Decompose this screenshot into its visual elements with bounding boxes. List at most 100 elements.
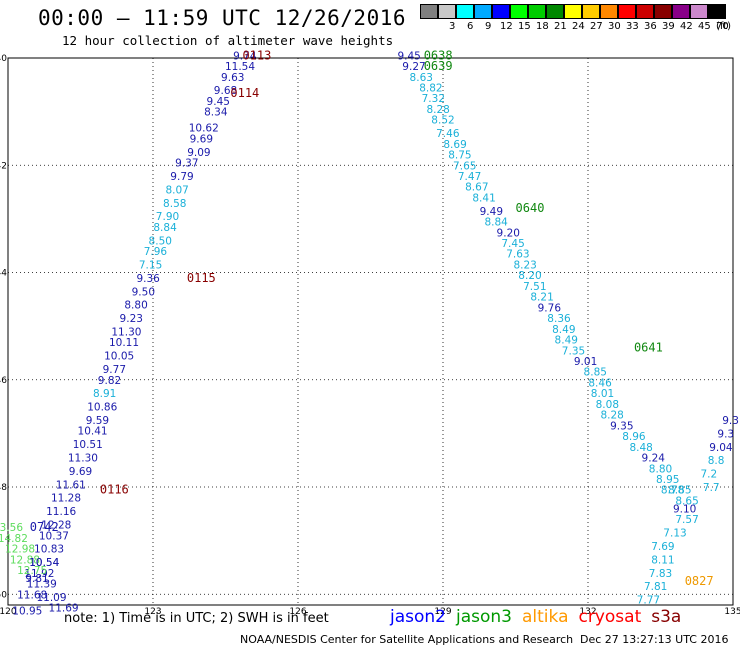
- swh-value: 11.61: [56, 479, 86, 491]
- legend-entry: jason3: [456, 607, 512, 627]
- swh-value: 9.09: [187, 147, 210, 159]
- scale-label: 33: [626, 21, 639, 32]
- swh-value: 9.3: [717, 428, 734, 440]
- scale-label: 21: [554, 21, 567, 32]
- swh-value: 8.78: [661, 485, 684, 497]
- scale-label: 3: [449, 21, 456, 32]
- swh-value: 10.41: [78, 426, 108, 438]
- swh-value: 9.23: [120, 313, 143, 325]
- scale-label: 45: [698, 21, 711, 32]
- swh-value: 11.09: [36, 592, 66, 604]
- swh-value: 8.85: [668, 485, 691, 497]
- pass-label: 0114: [230, 86, 259, 100]
- pass-label: 0827: [685, 574, 714, 588]
- swh-value: 12.28: [41, 520, 71, 532]
- scale-swatch: [654, 4, 672, 19]
- swh-value: 8.07: [165, 184, 188, 196]
- swh-value: 8.84: [484, 217, 508, 229]
- lat-tick-label: -48: [0, 483, 7, 493]
- scale-label: 42: [680, 21, 693, 32]
- swh-value: 9.04: [709, 442, 733, 454]
- scale-swatch: [690, 4, 708, 19]
- lon-tick-label: 120: [0, 607, 17, 617]
- swh-value: 7.69: [651, 541, 674, 553]
- swh-value: 10.51: [73, 439, 103, 451]
- swh-value: 11.30: [68, 453, 98, 465]
- swh-value: 7.77: [637, 595, 660, 607]
- swh-value: 7.90: [156, 211, 179, 223]
- swh-value: 8.49: [555, 335, 578, 347]
- swh-value: 9.81: [25, 573, 48, 585]
- swh-value: 7.57: [675, 514, 698, 526]
- scale-swatch: [438, 4, 456, 19]
- swh-value: 8.21: [530, 292, 553, 304]
- swh-value: 8.46: [588, 377, 612, 389]
- scale-swatch: [510, 4, 528, 19]
- scale-swatch: [636, 4, 654, 19]
- scale-swatch: [546, 4, 564, 19]
- legend-entry: altika: [522, 607, 569, 627]
- swh-value: 8.85: [584, 367, 607, 379]
- scale-label: 12: [500, 21, 513, 32]
- swh-value: 9.20: [497, 227, 520, 239]
- swh-value: 8.80: [649, 463, 672, 475]
- swh-value: 7.51: [523, 281, 546, 293]
- swh-value: 9.76: [538, 302, 562, 314]
- scale-swatch: [600, 4, 618, 19]
- swh-value: 8.96: [622, 431, 646, 443]
- swh-value: 7.7: [703, 482, 720, 494]
- pass-label: 0640: [516, 201, 545, 215]
- lat-tick-label: -50: [0, 590, 7, 600]
- swh-value: 9.74: [233, 50, 257, 62]
- swh-value: 8.23: [513, 259, 536, 271]
- swh-value: 11.69: [49, 603, 79, 615]
- lat-tick-label: -40: [0, 54, 7, 64]
- scale-label: 15: [518, 21, 531, 32]
- scale-label: 36: [644, 21, 657, 32]
- legend-entry: jason2: [390, 607, 446, 627]
- swh-value: 11.54: [225, 61, 255, 73]
- footnote: note: 1) Time is in UTC; 2) SWH is in fe…: [64, 611, 329, 626]
- swh-value: 12.98: [5, 544, 35, 556]
- pass-label: 0639: [424, 59, 453, 73]
- scale-label: 27: [590, 21, 603, 32]
- swh-value: 8.67: [465, 182, 488, 194]
- swh-value: 10.54: [29, 557, 59, 569]
- scale-swatch: [582, 4, 600, 19]
- pass-label: 0742: [30, 520, 59, 534]
- swh-value: 8.49: [552, 324, 575, 336]
- credit-line: NOAA/NESDIS Center for Satellite Applica…: [240, 633, 574, 646]
- swh-value: 8.28: [426, 104, 449, 116]
- swh-value: 7.45: [501, 238, 524, 250]
- swh-value: 9.82: [98, 375, 121, 387]
- swh-value: 10.05: [104, 351, 134, 363]
- swh-value: 11.92: [24, 568, 54, 580]
- swh-value: 9.45: [397, 50, 420, 62]
- pass-label: 0116: [100, 483, 129, 497]
- swh-value: 9.24: [642, 453, 666, 465]
- swh-value: 8.95: [656, 474, 679, 486]
- pass-label: 0641: [634, 341, 663, 355]
- swh-value: 7.63: [506, 249, 529, 261]
- swh-value: 9.50: [132, 286, 155, 298]
- swh-value: 9.63: [221, 72, 244, 84]
- swh-value: 9.69: [69, 466, 92, 478]
- swh-value: 8.82: [419, 82, 442, 94]
- scale-unit: (ft): [716, 21, 732, 32]
- scale-swatch: [456, 4, 474, 19]
- swh-value: 11.68: [17, 589, 47, 601]
- swh-value: 8.28: [600, 410, 623, 422]
- swh-value: 10.54: [29, 557, 59, 569]
- swh-value: 8.11: [651, 554, 674, 566]
- scale-swatch: [492, 4, 510, 19]
- lon-tick-label: 126: [289, 607, 306, 617]
- swh-value: 13.56: [0, 522, 23, 534]
- swh-value: 10.11: [109, 337, 139, 349]
- swh-value: 8.8: [708, 455, 725, 467]
- scale-swatch: [474, 4, 492, 19]
- swh-value: 9.35: [610, 420, 633, 432]
- swh-value: 8.80: [124, 300, 147, 312]
- swh-value: 12.75: [17, 565, 47, 577]
- pass-label: 0113: [242, 48, 271, 62]
- scale-label: 70: [716, 21, 729, 32]
